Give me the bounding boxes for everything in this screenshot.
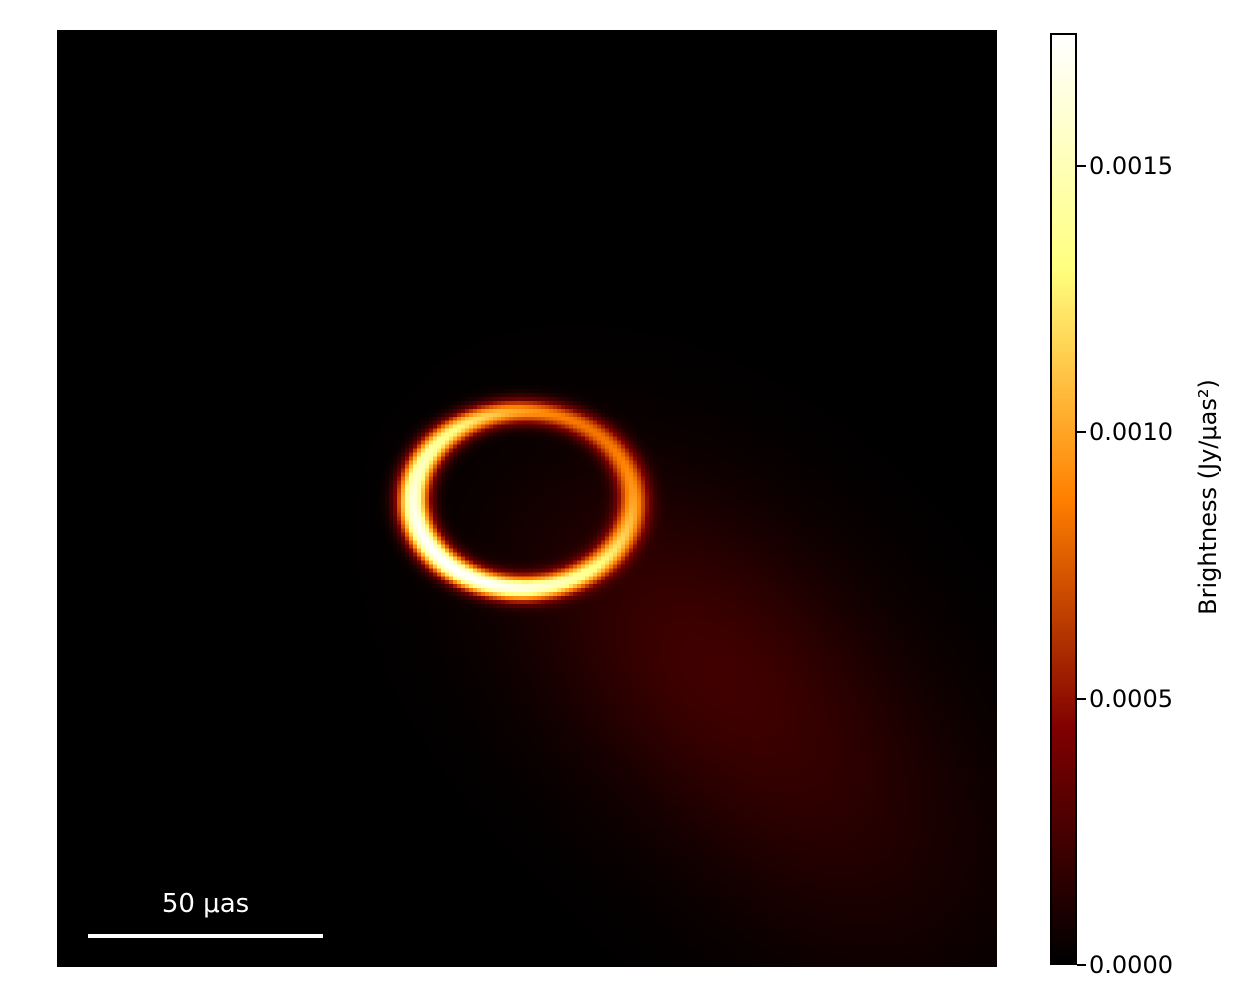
- colorbar: [1050, 33, 1077, 965]
- colorbar-tick: [1077, 165, 1086, 168]
- blackhole-ring-image: [57, 30, 997, 967]
- image-panel: 50 μas: [57, 30, 997, 967]
- colorbar-tick: [1077, 431, 1086, 434]
- colorbar-tick: [1077, 697, 1086, 700]
- scale-bar: [88, 934, 323, 938]
- colorbar-tick-label: 0.0000: [1089, 951, 1173, 979]
- colorbar-gradient: [1052, 35, 1075, 963]
- colorbar-tick-label: 0.0015: [1089, 152, 1173, 181]
- colorbar-tick: [1077, 964, 1086, 966]
- colorbar-tick-label: 0.0005: [1089, 684, 1173, 713]
- scale-bar-label: 50 μas: [161, 889, 250, 919]
- colorbar-tick-label: 0.0010: [1089, 418, 1173, 447]
- colorbar-axis-label: Brightness (Jy/μas²): [1194, 379, 1222, 615]
